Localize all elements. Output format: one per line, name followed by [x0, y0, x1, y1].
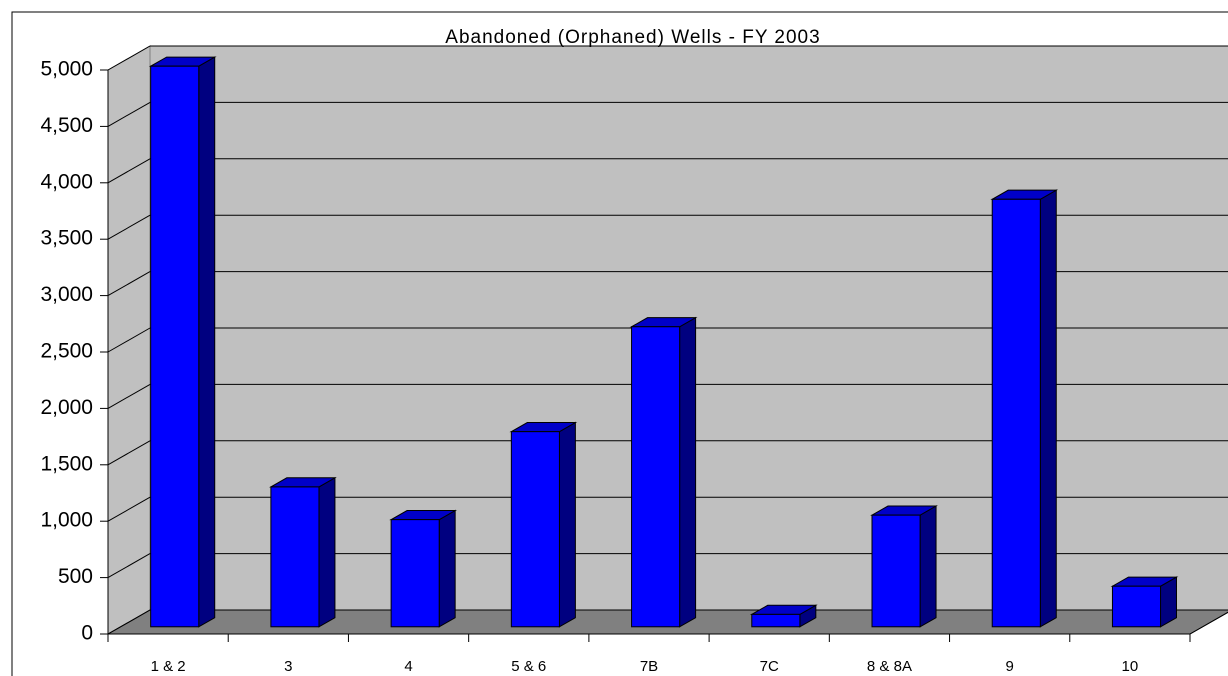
y-tick-label: 4,000 — [40, 170, 93, 193]
x-tick-label: 5 & 6 — [511, 658, 546, 675]
grid-line-side — [107, 327, 151, 353]
bar — [389, 509, 458, 628]
grid-line-side — [107, 158, 151, 184]
y-tick-label: 3,000 — [40, 283, 93, 306]
chart-title: Abandoned (Orphaned) Wells - FY 2003 — [445, 27, 820, 48]
bar — [990, 189, 1059, 628]
bar-front — [270, 486, 320, 628]
grid-line-side — [107, 271, 151, 297]
y-tick-label: 2,500 — [40, 340, 93, 363]
bar — [870, 505, 938, 628]
bar — [148, 56, 217, 628]
bar — [269, 476, 337, 628]
grid-line-side — [107, 45, 151, 71]
grid-line-side — [107, 440, 151, 466]
bar-side — [679, 316, 697, 628]
grid-line-side — [107, 496, 151, 522]
y-tick-label: 5,000 — [40, 58, 93, 81]
grid-line-side — [107, 383, 151, 409]
y-tick-label: 2,000 — [40, 396, 93, 419]
floor-edge — [1189, 611, 1228, 635]
bar-side — [438, 509, 456, 628]
bar-front — [991, 198, 1041, 628]
bar-front — [631, 326, 681, 628]
grid-line-side — [107, 214, 151, 240]
bar-front — [390, 519, 440, 628]
bar-front — [510, 431, 560, 628]
grid-line-side — [107, 553, 151, 579]
bar-front — [871, 514, 921, 628]
bar-side — [919, 505, 937, 628]
y-tick-label: 500 — [58, 565, 93, 588]
x-tick-label: 9 — [1005, 658, 1013, 675]
bar-side — [1039, 189, 1057, 628]
y-tick-label: 1,500 — [40, 452, 93, 475]
bar-front — [1111, 585, 1162, 628]
bar — [749, 604, 818, 628]
x-tick-label: 4 — [404, 658, 412, 675]
plot-area: 0 500 1,000 1,500 2,000 2,500 3,000 3,500 4,000 4… — [40, 45, 1228, 675]
x-tick-label: 3 — [284, 658, 292, 675]
x-tick-label: 10 — [1122, 658, 1139, 675]
y-tick-label: 1,000 — [40, 509, 93, 532]
x-tick-label: 7C — [760, 658, 779, 675]
bar-side — [558, 421, 576, 628]
bar-side — [318, 476, 336, 628]
grid-line-side — [107, 101, 151, 127]
x-tick-label: 1 & 2 — [151, 658, 186, 675]
bar — [1110, 576, 1179, 628]
y-tick-label: 4,500 — [40, 114, 93, 137]
bar-front — [751, 613, 801, 628]
y-tick-label: 3,500 — [40, 227, 93, 250]
bar — [629, 316, 698, 628]
grid-line-side — [107, 609, 151, 635]
bar — [509, 421, 578, 628]
y-tick-label: 0 — [81, 622, 93, 645]
bar-side — [198, 56, 216, 628]
x-tick-label: 8 & 8A — [867, 658, 912, 675]
bar-front — [150, 65, 200, 628]
x-tick-label: 7B — [640, 658, 658, 675]
